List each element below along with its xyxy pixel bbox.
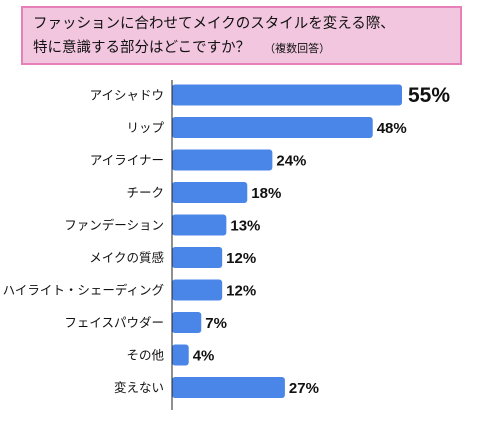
- category-label: ファンデーション: [64, 218, 164, 233]
- bar: [172, 344, 189, 366]
- chart-title-line-2: 特に意識する部分はどこですか？ （複数回答）: [33, 39, 330, 58]
- bar: [172, 84, 402, 106]
- chart-title-line-2-text: 特に意識する部分はどこですか？: [33, 40, 251, 56]
- bar: [172, 117, 373, 138]
- value-label: 12%: [226, 250, 256, 267]
- chart-title-line-1: ファッションに合わせてメイクのスタイルを変える際、: [33, 16, 395, 32]
- category-label: メイクの質感: [89, 250, 164, 265]
- value-label: 24%: [276, 153, 306, 170]
- value-label: 13%: [230, 218, 260, 235]
- value-label: 55%: [408, 84, 450, 107]
- chart-title-note: （複数回答）: [264, 42, 331, 55]
- category-label: チーク: [126, 185, 164, 200]
- category-label: アイライナー: [90, 153, 164, 168]
- value-label: 12%: [226, 283, 256, 300]
- chart-title-box: ファッションに合わせてメイクのスタイルを変える際、 特に意識する部分はどこですか…: [21, 6, 462, 65]
- bar: [172, 247, 223, 268]
- bar: [172, 214, 227, 236]
- category-label: 変えない: [114, 380, 164, 395]
- value-label: 4%: [193, 348, 215, 365]
- bar: [172, 182, 248, 203]
- category-label: その他: [126, 348, 164, 363]
- category-label: リップ: [126, 120, 164, 135]
- value-label: 27%: [289, 380, 319, 397]
- category-label: フェイスパウダー: [64, 315, 164, 330]
- bar: [172, 279, 223, 301]
- value-label: 18%: [251, 185, 281, 202]
- bar: [172, 149, 273, 171]
- bar: [172, 377, 285, 398]
- value-label: 7%: [205, 315, 227, 332]
- bar: [172, 312, 202, 333]
- category-label: ハイライト・シェーディング: [3, 283, 164, 298]
- category-label: アイシャドウ: [90, 88, 164, 103]
- value-label: 48%: [377, 120, 407, 137]
